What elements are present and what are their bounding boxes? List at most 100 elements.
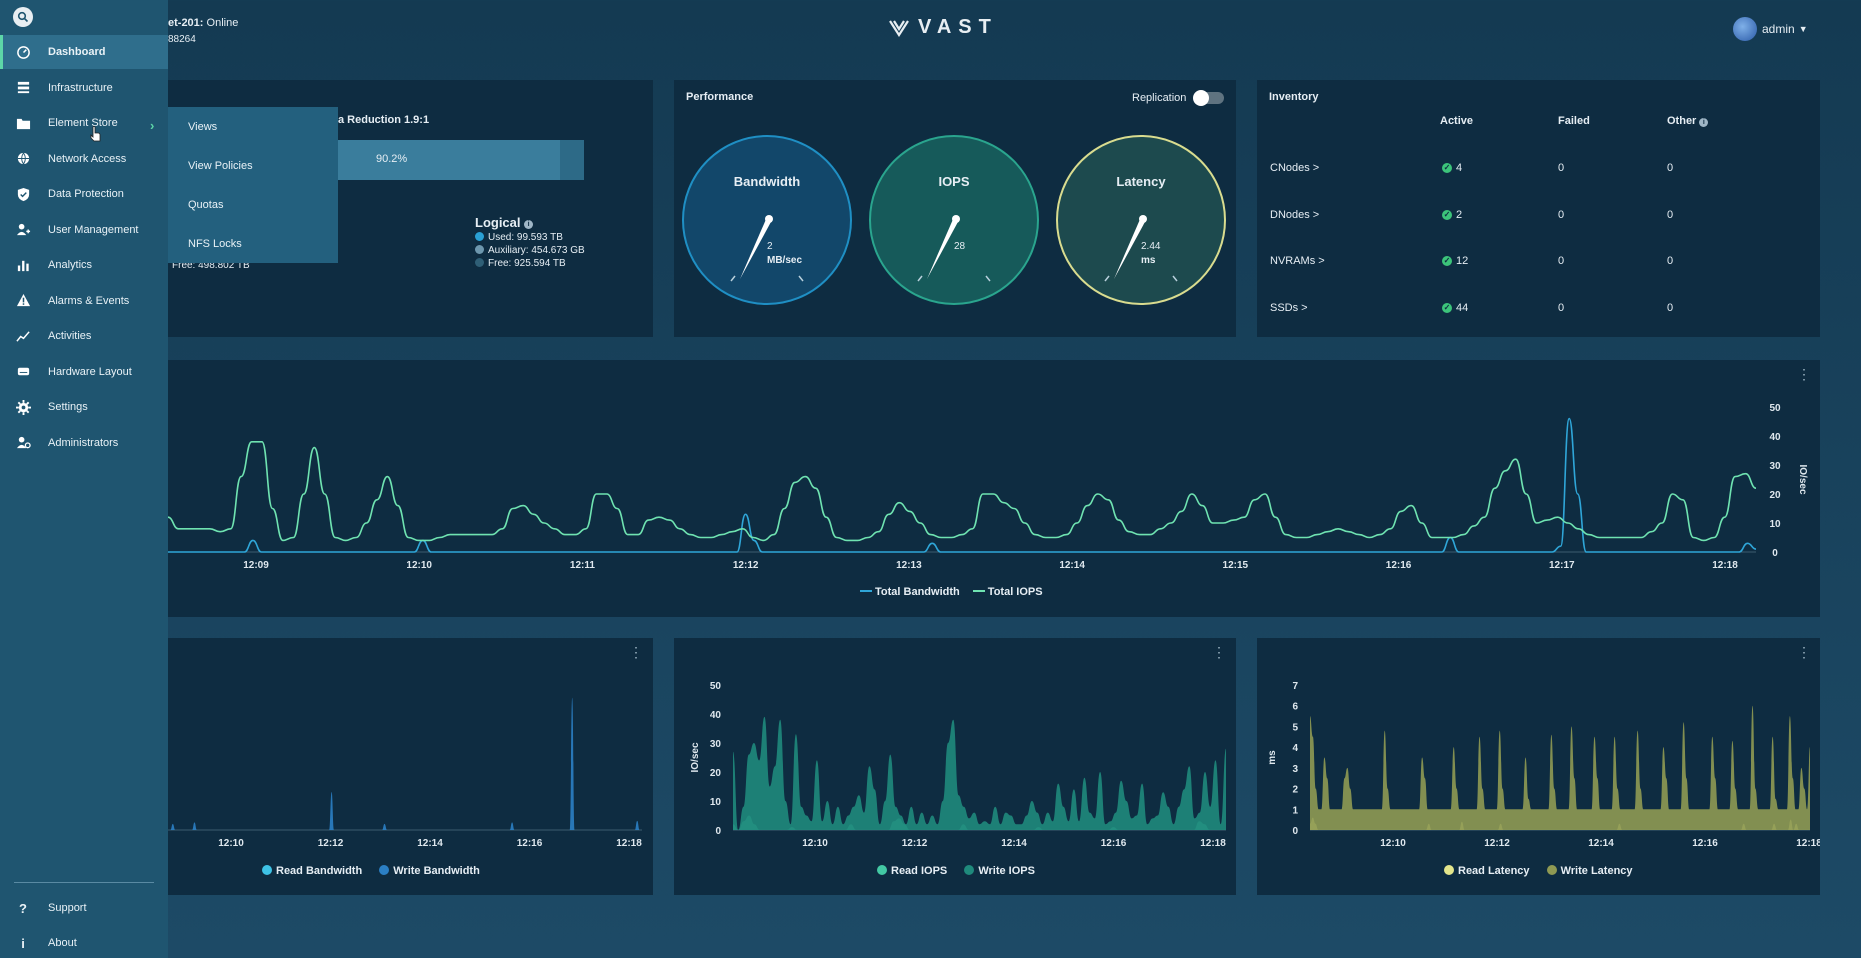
logical-aux: Auxiliary: 454.673 GB xyxy=(475,245,585,256)
logical-used-text: Used: 99.593 TB xyxy=(488,232,563,243)
sidebar-item-user-management[interactable]: User Management xyxy=(0,213,168,247)
sidebar-item-label: Dashboard xyxy=(48,46,106,58)
sidebar-item-support[interactable]: ? Support xyxy=(0,891,168,925)
legend-dot-read xyxy=(1444,865,1454,875)
sidebar-item-analytics[interactable]: Analytics xyxy=(0,248,168,282)
submenu-item-views[interactable]: Views xyxy=(188,121,218,133)
inventory-row-name[interactable]: CNodes > xyxy=(1270,162,1320,174)
legend-write-iops[interactable]: Write IOPS xyxy=(978,865,1035,877)
bandwidth-chart-panel: ⋮ 12:10 12:12 12:14 12:16 12:18 Read Bandwid… xyxy=(168,638,653,895)
inventory-failed-count: 0 xyxy=(1558,255,1565,267)
sidebar-item-settings[interactable]: Settings xyxy=(0,390,168,424)
x-tick-label: 12:16 xyxy=(1692,838,1718,849)
logical-title: Logical i xyxy=(475,215,534,230)
x-tick-label: 12:16 xyxy=(1386,560,1412,571)
username: admin xyxy=(1762,22,1795,36)
submenu-item-view-policies[interactable]: View Policies xyxy=(188,160,253,172)
gauge-title: IOPS xyxy=(938,174,970,189)
y-tick-label: 2 xyxy=(1292,785,1298,796)
y-tick-label: 40 xyxy=(1769,432,1781,443)
y-axis-label: IO/sec xyxy=(690,742,701,772)
y-tick-label: 0 xyxy=(1772,548,1778,559)
y-tick-label: 1 xyxy=(1292,805,1298,816)
series-line-total-iops xyxy=(168,441,1757,542)
sidebar-item-activities[interactable]: Activities xyxy=(0,319,168,353)
x-tick-label: 12:10 xyxy=(802,838,828,849)
vast-logo-icon xyxy=(889,19,909,37)
y-tick-label: 10 xyxy=(1769,519,1781,530)
x-tick-label: 12:14 xyxy=(1001,838,1027,849)
y-tick-label: 4 xyxy=(1292,743,1298,754)
legend-dot-read xyxy=(877,865,887,875)
chart-legend: Read Latency Write Latency xyxy=(1444,865,1633,877)
sidebar-item-infrastructure[interactable]: Infrastructure xyxy=(0,71,168,105)
sidebar-item-label: Settings xyxy=(48,401,88,413)
data-reduction-label: a Reduction 1.9:1 xyxy=(338,114,430,126)
inventory-title: Inventory xyxy=(1269,91,1319,103)
bandwidth-chart: 12:10 12:12 12:14 12:16 12:18 xyxy=(168,697,642,849)
sidebar-item-hardware-layout[interactable]: Hardware Layout xyxy=(0,355,168,389)
sidebar-item-network-access[interactable]: Network Access xyxy=(0,142,168,176)
x-tick-label: 12:14 xyxy=(1059,560,1085,571)
y-tick-label: 10 xyxy=(710,797,722,808)
cluster-status-text: Online xyxy=(203,17,239,29)
sidebar-item-dashboard[interactable]: Dashboard xyxy=(0,35,168,69)
gauge-value: 28 xyxy=(954,241,966,252)
user-menu[interactable]: admin ▼ xyxy=(1733,17,1808,41)
inventory-failed-count: 0 xyxy=(1558,301,1565,314)
search-icon[interactable] xyxy=(13,7,33,27)
y-tick-label: 50 xyxy=(1769,403,1781,414)
inventory-row-name[interactable]: SSDs > xyxy=(1270,301,1308,314)
totals-chart: 12:09 12:10 12:11 12:12 12:13 12:14 12:15 12:16… xyxy=(168,403,1808,571)
sidebar-item-element-store[interactable]: Element Store xyxy=(0,106,168,140)
inventory-other-count: 0 xyxy=(1667,208,1674,221)
check-icon: ✓ xyxy=(1442,163,1452,173)
performance-title: Performance xyxy=(686,91,754,103)
y-axis-label: IO/sec xyxy=(1797,464,1808,494)
submenu-item-quotas[interactable]: Quotas xyxy=(188,199,224,211)
legend-dot-read xyxy=(262,865,272,875)
sidebar-divider xyxy=(14,882,154,883)
inventory-row-name[interactable]: NVRAMs > xyxy=(1270,255,1325,267)
capacity-percent: 90.2% xyxy=(376,153,408,165)
legend-swatch-iops xyxy=(972,590,985,592)
x-tick-label: 12:09 xyxy=(243,560,269,571)
x-tick-label: 12:15 xyxy=(1223,560,1249,571)
info-icon[interactable]: i xyxy=(524,220,534,229)
series-area-write-latency xyxy=(1310,705,1810,830)
y-tick-label: 3 xyxy=(1292,764,1298,775)
legend-read-iops[interactable]: Read IOPS xyxy=(891,865,948,877)
gauge-bandwidth: Bandwidth 2 MB/sec xyxy=(681,134,853,306)
gauge-title: Latency xyxy=(1116,174,1166,189)
legend-write-latency[interactable]: Write Latency xyxy=(1560,865,1633,877)
inventory-active-count: 4 xyxy=(1456,162,1463,174)
sidebar-item-data-protection[interactable]: Data Protection xyxy=(0,177,168,211)
replication-toggle[interactable] xyxy=(1193,90,1224,106)
y-tick-label: 5 xyxy=(1292,722,1298,733)
sidebar-item-alarms-events[interactable]: Alarms & Events xyxy=(0,284,168,318)
sidebar-item-label: User Management xyxy=(48,223,139,236)
bar-chart-icon xyxy=(14,256,32,274)
cluster-status: et-201: Online xyxy=(168,17,238,29)
legend-total-iops[interactable]: Total IOPS xyxy=(987,586,1043,598)
submenu-item-nfs-locks[interactable]: NFS Locks xyxy=(188,238,242,250)
sidebar-item-label: About xyxy=(48,937,77,949)
gauge-iops: IOPS 28 xyxy=(868,134,1040,306)
sidebar: Dashboard Infrastructure Element Store Netw… xyxy=(0,0,168,958)
legend-dot-write xyxy=(1546,865,1557,875)
legend-dot xyxy=(475,258,484,267)
sidebar-item-about[interactable]: i About xyxy=(0,926,168,958)
inventory-active-count: 44 xyxy=(1456,301,1469,314)
legend-total-bandwidth[interactable]: Total Bandwidth xyxy=(875,586,960,598)
y-tick-label: 0 xyxy=(1292,826,1298,837)
inventory-failed-count: 0 xyxy=(1558,208,1565,221)
legend-read-latency[interactable]: Read Latency xyxy=(1458,865,1530,877)
info-icon[interactable]: i xyxy=(1699,118,1709,127)
legend-write-bandwidth[interactable]: Write Bandwidth xyxy=(393,865,480,877)
header-active: Active xyxy=(1440,115,1474,127)
chart-legend: Total Bandwidth Total IOPS xyxy=(860,586,1043,598)
inventory-other-count: 0 xyxy=(1667,162,1674,174)
inventory-row-name[interactable]: DNodes > xyxy=(1270,208,1320,221)
sidebar-item-administrators[interactable]: Administrators xyxy=(0,426,168,460)
legend-read-bandwidth[interactable]: Read Bandwidth xyxy=(276,865,363,877)
